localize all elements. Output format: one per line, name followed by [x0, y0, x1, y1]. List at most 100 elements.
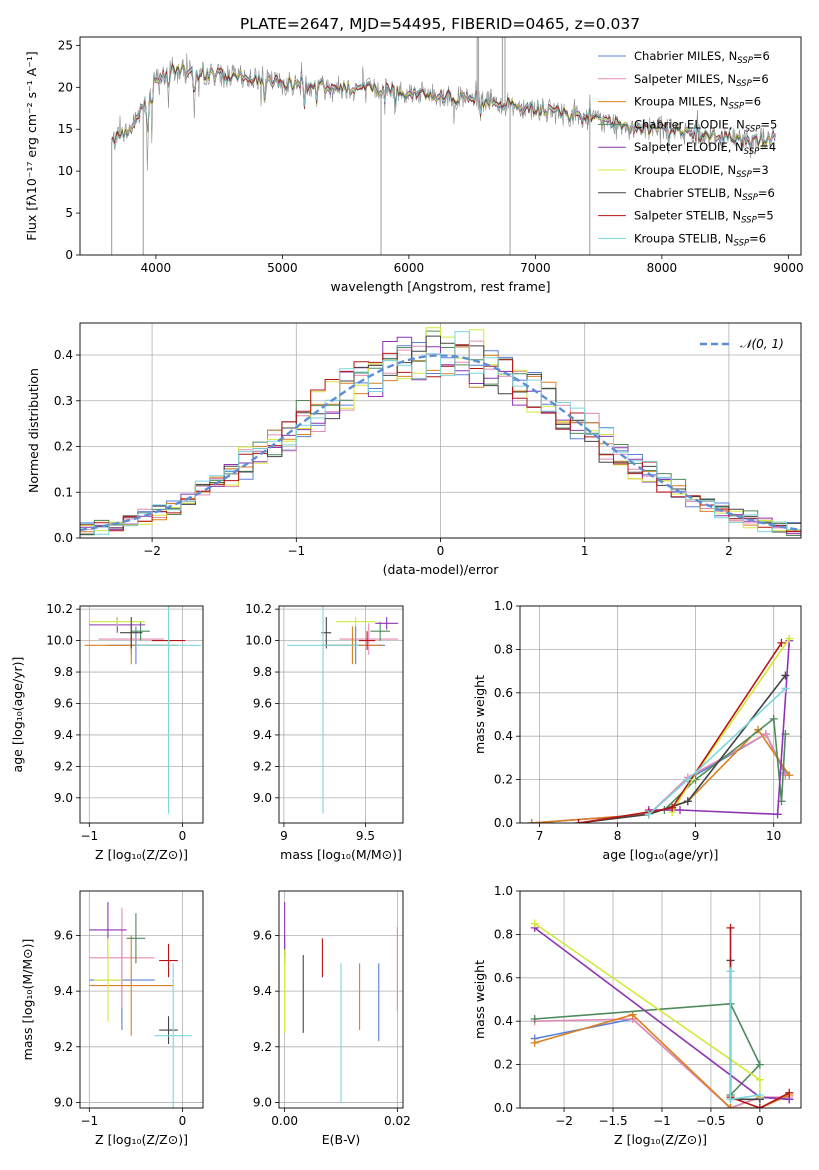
x-tick-label: 7000 — [520, 261, 551, 275]
legend-label: Salpeter MILES, NSSP=6 — [634, 72, 769, 89]
x-axis-label: Z [log₁₀(Z/Z⊙)] — [95, 847, 188, 862]
y-axis-label: Normed distribution — [26, 368, 41, 493]
x-axis-label: (data-model)/error — [383, 562, 500, 577]
spectrum-lines — [111, 37, 776, 255]
x-tick-label: 5000 — [267, 261, 298, 275]
axes-spectrum: 4000 5000 6000 7000 8000 9000 0 5 10 15 20 25 wavele… — [24, 38, 804, 294]
weight-marker — [530, 1038, 539, 1047]
y-tick-label: 9.4 — [54, 984, 73, 998]
legend-text: Salpeter STELIB, N — [634, 209, 741, 223]
gaussian-curve — [80, 354, 801, 532]
legend-text: Kroupa MILES, N — [634, 95, 729, 109]
y-tick-label: 0.0 — [54, 531, 73, 545]
weight-marker — [755, 1104, 764, 1108]
y-tick-label: 9.0 — [54, 1095, 73, 1109]
plots-layer: 4000 5000 6000 7000 8000 90000510152025wavele… — [10, 36, 804, 1147]
weight-marker — [726, 1104, 735, 1108]
weight-marker — [755, 1090, 764, 1099]
model-spectrum-kroupa-stelib — [111, 65, 776, 148]
y-tick-label: 0.2 — [494, 773, 513, 787]
legend-text: Chabrier ELODIE, N — [634, 117, 745, 131]
x-axis-label: wavelength [Angstrom, rest frame] — [330, 279, 550, 294]
legend-label: Kroupa ELODIE, NSSP=3 — [634, 163, 769, 180]
x-tick-label: 2 — [725, 544, 733, 558]
errorbars-z-mass — [89, 902, 192, 1108]
y-tick-label: 1.0 — [494, 599, 513, 613]
weight-marker — [773, 810, 782, 819]
y-tick-label: 0.0 — [494, 816, 513, 830]
weight-marker — [574, 819, 583, 823]
y-tick-label: 10.2 — [245, 602, 272, 616]
y-tick-label: 10.0 — [46, 634, 73, 648]
weight-marker — [644, 810, 653, 819]
x-tick-label: −1 — [653, 1114, 671, 1128]
weight-line-salpeter-elodie — [648, 640, 791, 816]
legend-suffix: =3 — [752, 163, 769, 177]
weight-marker — [530, 1015, 539, 1024]
legend-label: Kroupa STELIB, NSSP=6 — [634, 231, 766, 248]
histograms — [80, 327, 801, 536]
y-tick-label: 0.3 — [54, 394, 73, 408]
x-tick-label: 8 — [614, 829, 622, 843]
x-tick-label: 0 — [179, 1114, 187, 1128]
y-tick-label: 0.6 — [494, 971, 513, 985]
z-weight-frame — [519, 890, 802, 1109]
x-tick-label: −0.5 — [696, 1114, 725, 1128]
axes-mass_age: 9 9.5 9.0 9.2 9.4 9.6 9.8 10.0 10.2 mass [log₁₀(M… — [245, 602, 403, 862]
weight-marker — [726, 1095, 735, 1104]
y-tick-label: 0.8 — [494, 642, 513, 656]
legend-text: Salpeter MILES, N — [634, 72, 736, 86]
legend-sub: SSP — [736, 170, 752, 180]
x-tick-label: 0 — [179, 829, 187, 843]
y-tick-label: 9.6 — [253, 929, 272, 943]
y-tick-label: 9.2 — [54, 759, 73, 773]
x-tick-label: 0.02 — [384, 1114, 411, 1128]
legend-suffix: =5 — [760, 117, 777, 131]
y-tick-label: 0.2 — [54, 440, 73, 454]
x-tick-label: 9 — [692, 829, 700, 843]
legend-text: Chabrier MILES, N — [634, 49, 737, 63]
legend-suffix: =5 — [757, 209, 774, 223]
legend-label: 𝒩(0, 1) — [740, 337, 784, 351]
weight-marker — [683, 797, 692, 806]
legend-sub: SSP — [742, 193, 758, 203]
weight-marker — [785, 1088, 794, 1097]
z-age-frame — [79, 605, 204, 824]
weight-marker — [755, 1075, 764, 1084]
y-tick-label: 0.4 — [54, 348, 73, 362]
weight-marker — [726, 967, 735, 976]
errorbars-mass-age — [287, 606, 399, 814]
y-tick-label: 1.0 — [494, 884, 513, 898]
weight-marker — [769, 714, 778, 723]
legend-suffix: =6 — [752, 72, 769, 86]
lines-age-weight — [527, 634, 794, 823]
legend-label: Chabrier STELIB, NSSP=6 — [634, 186, 775, 203]
y-tick-label: 0.0 — [494, 1101, 513, 1115]
x-tick-label: −1 — [80, 829, 98, 843]
weight-marker — [785, 634, 794, 643]
x-tick-label: −2 — [555, 1114, 573, 1128]
weight-line-chabrier-stelib — [578, 674, 787, 823]
y-tick-label: 15 — [58, 122, 73, 136]
x-axis-label: E(B-V) — [322, 1132, 361, 1147]
weight-line-kroupa-stelib — [648, 687, 786, 815]
weight-marker — [527, 819, 536, 823]
legend-text: Salpeter ELODIE, N — [634, 140, 744, 154]
y-tick-label: 9.4 — [54, 728, 73, 742]
legend-text: Chabrier STELIB, N — [634, 186, 742, 200]
y-tick-label: 9.8 — [54, 665, 73, 679]
y-axis-label: Flux [fλ10⁻¹⁷ erg cm⁻² s⁻¹ A⁻¹] — [24, 51, 39, 240]
y-tick-label: 5 — [65, 206, 73, 220]
y-tick-label: 0.8 — [494, 927, 513, 941]
y-tick-label: 9.0 — [253, 791, 272, 805]
errorbars-ebv-mass — [284, 902, 398, 1103]
x-tick-label: −1.5 — [598, 1114, 627, 1128]
y-tick-label: 9.6 — [253, 696, 272, 710]
axes-ebv_mass: 0.00 0.02 9.0 9.2 9.4 9.6 E(B-V) — [253, 891, 411, 1147]
legend-suffix: =4 — [759, 140, 776, 154]
y-tick-label: 10 — [58, 164, 73, 178]
x-tick-label: 1 — [581, 544, 589, 558]
axes-z_age: −1 0 9.0 9.2 9.4 9.6 9.8 10.0 10.2 Z [log₁₀(Z/Z⊙)… — [10, 602, 203, 862]
axes-age_weight: 7 8 9 10 0.0 0.2 0.4 0.6 0.8 1.0 age [log₁₀(age/yr… — [472, 599, 801, 862]
